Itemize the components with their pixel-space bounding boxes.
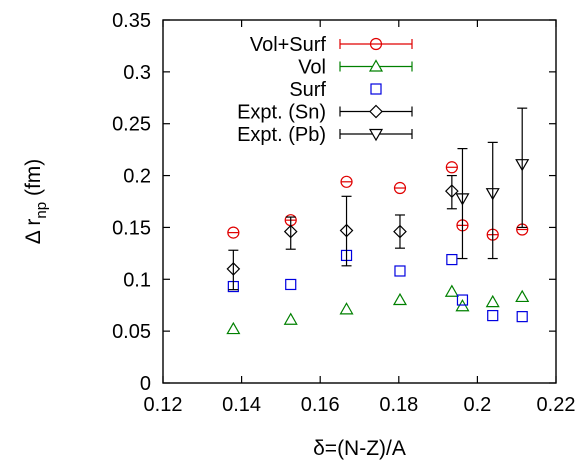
plot-frame: [162, 19, 557, 384]
y-tick-label: 0.1: [123, 269, 151, 291]
x-tick-label: 0.14: [222, 394, 261, 416]
y-tick-label: 0: [140, 373, 151, 395]
data-point: [283, 224, 298, 239]
data-point: [283, 312, 298, 325]
data-point: [445, 184, 459, 198]
legend-entry: Surf: [289, 79, 382, 101]
x-axis-label: δ=(N-Z)/A: [313, 437, 406, 460]
data-point: [445, 161, 458, 174]
x-tick-label: 0.16: [301, 394, 340, 416]
y-tick-label: 0.25: [112, 114, 151, 136]
x-tick-label: 0.18: [379, 394, 418, 416]
y-axis-label-unit: (fm): [22, 159, 45, 202]
y-tick-label: 0.15: [112, 217, 151, 239]
series-3: [226, 174, 459, 291]
data-point: [285, 278, 297, 291]
series-4: [455, 107, 530, 260]
series-1: [226, 284, 530, 335]
data-point: [446, 253, 458, 266]
y-axis-label: Δ rnp (fm): [22, 159, 50, 245]
data-point-ring: [393, 181, 407, 195]
legend-entry: Vol: [298, 57, 413, 79]
data-point: [227, 226, 240, 239]
data-point-ring: [445, 161, 458, 174]
y-axis-label-subscript: np: [33, 202, 50, 219]
legend-label: Surf: [289, 79, 326, 101]
data-point: [339, 302, 354, 315]
data-marks: [226, 107, 530, 335]
data-point: [394, 265, 406, 277]
series-0: [227, 161, 529, 241]
legend-label: Expt. (Sn): [237, 102, 326, 124]
legend-entry: Vol+Surf: [250, 34, 413, 56]
y-tick-label: 0.2: [123, 166, 151, 188]
data-point: [392, 292, 408, 306]
data-point: [515, 289, 530, 303]
legend-label: Expt. (Pb): [237, 124, 326, 146]
data-point: [456, 294, 469, 306]
legend-marker: [369, 37, 383, 51]
x-tick-label: 0.2: [463, 394, 491, 416]
data-point: [487, 309, 499, 322]
legend-marker-ring: [369, 37, 383, 51]
legend-entry: Expt. (Pb): [237, 124, 413, 146]
data-point: [393, 224, 407, 239]
data-point: [455, 193, 470, 206]
data-point: [393, 181, 407, 195]
data-point: [339, 223, 354, 238]
data-point: [226, 262, 241, 276]
data-point: [444, 284, 459, 297]
axis-ticks: 0.12 0.14 0.16 0.18 0.2 0.22 0 0.05 0.1 0.15 0.2 0.…: [112, 10, 575, 416]
y-axis-label-main: Δ r: [22, 219, 45, 245]
y-tick-label: 0.05: [112, 321, 151, 343]
data-point: [516, 311, 528, 323]
y-tick-label: 0.35: [112, 10, 151, 32]
data-point-ring: [340, 175, 353, 188]
data-point: [485, 294, 500, 308]
data-point: [485, 188, 500, 201]
legend-marker: [368, 128, 384, 142]
data-point: [340, 175, 353, 188]
series-2: [227, 249, 528, 323]
data-point: [515, 159, 530, 172]
data-point: [226, 321, 241, 335]
x-tick-label: 0.22: [537, 394, 576, 416]
legend-marker: [369, 104, 383, 119]
legend-label: Vol: [298, 57, 326, 79]
data-point-ring: [227, 226, 240, 239]
legend-label: Vol+Surf: [250, 34, 327, 56]
y-tick-label: 0.3: [123, 62, 151, 84]
legend-marker: [368, 59, 384, 72]
legend-entry: Expt. (Sn): [237, 102, 413, 124]
x-tick-label: 0.12: [144, 394, 183, 416]
legend-marker: [370, 83, 382, 95]
